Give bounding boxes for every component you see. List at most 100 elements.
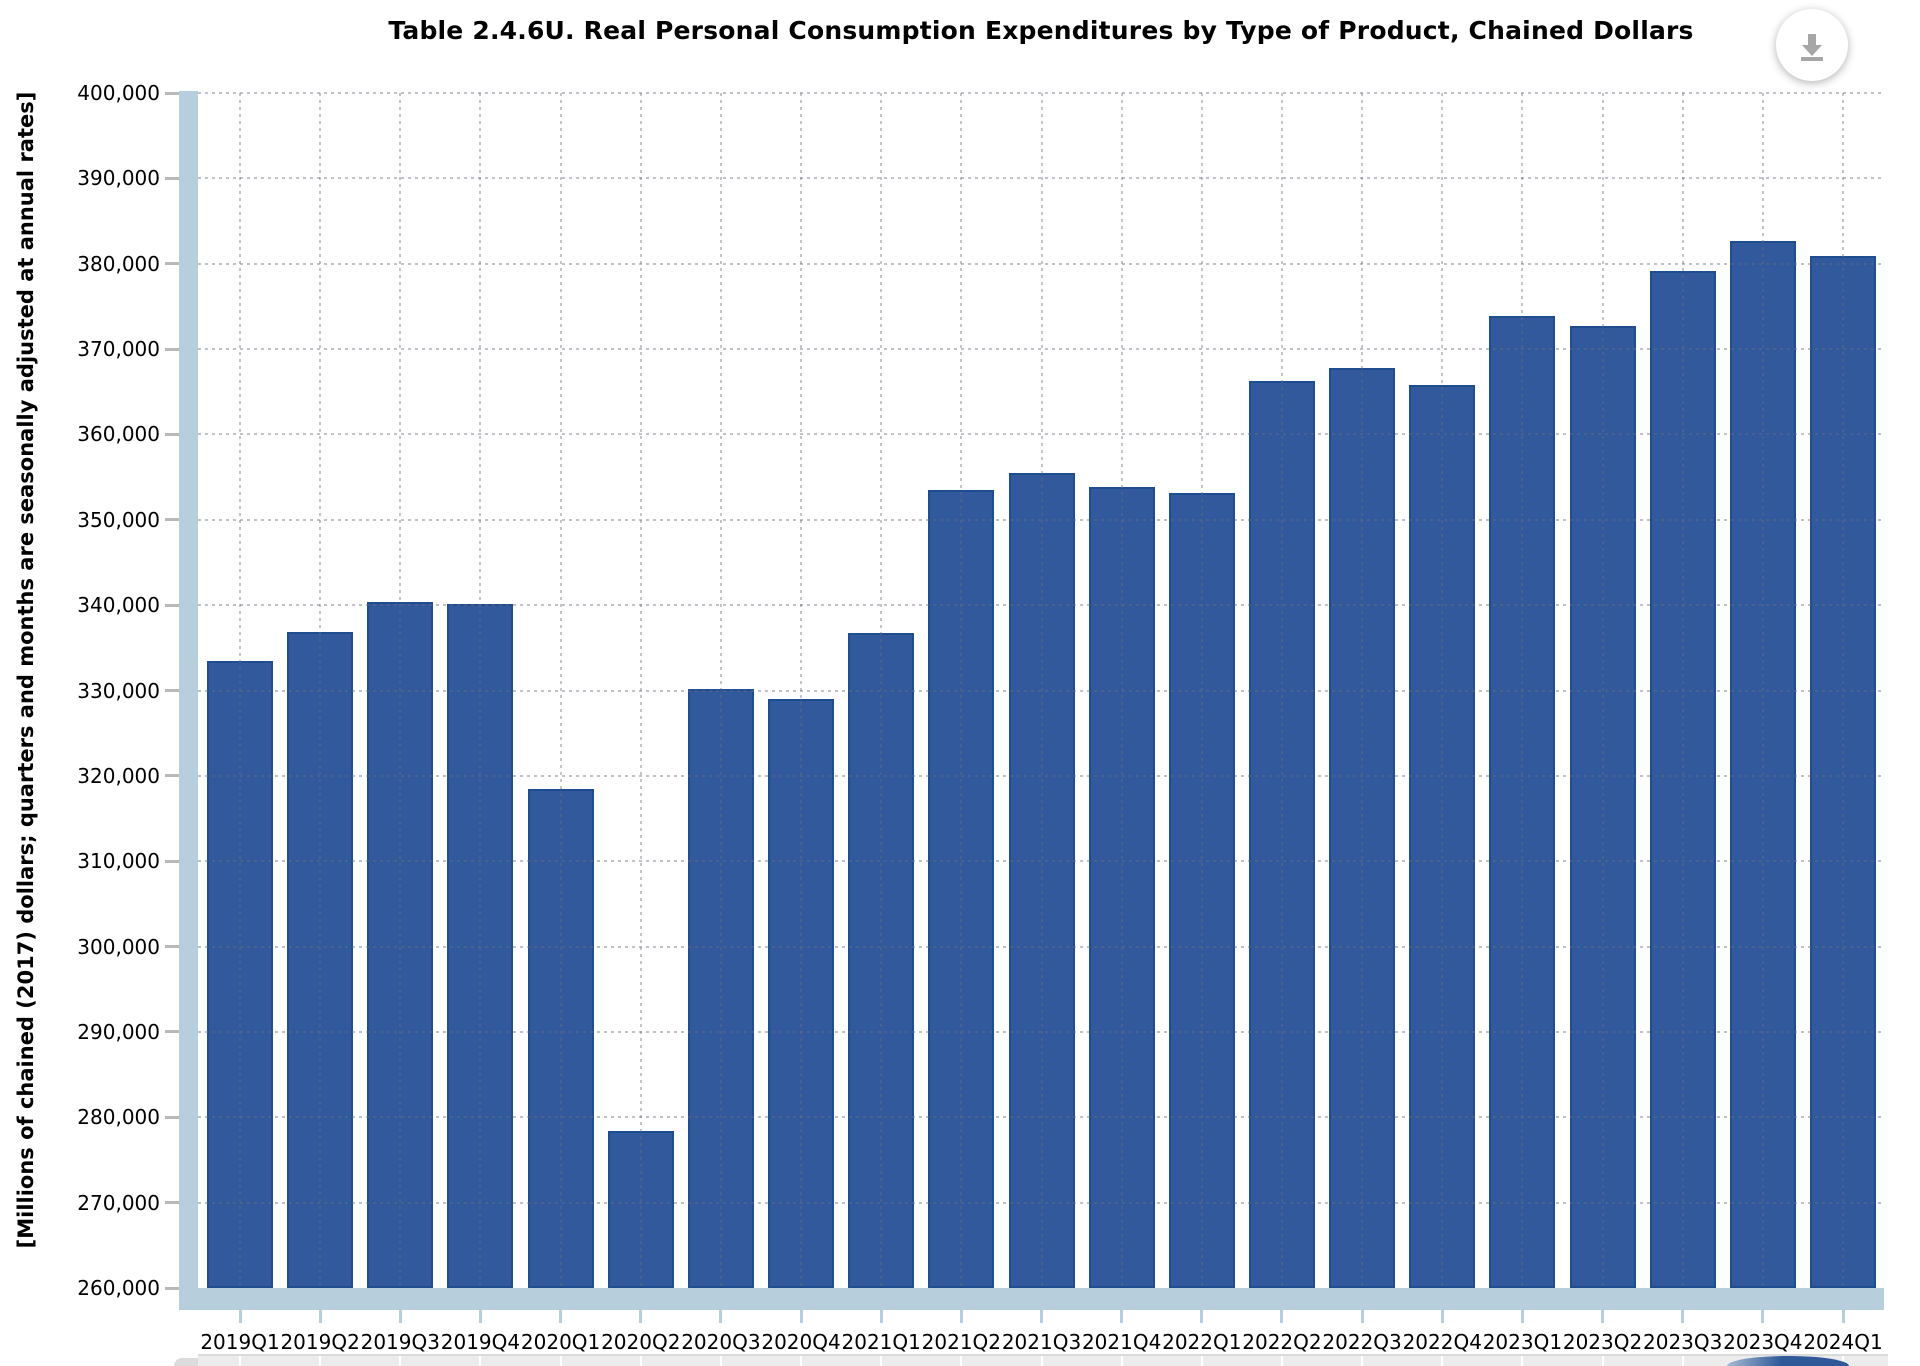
x-tick-mark: [1841, 1310, 1845, 1323]
x-tick-mark: [1601, 1310, 1605, 1323]
y-tick-label: 280,000: [77, 1105, 160, 1130]
x-tick-label-2022Q1: 2022Q1: [1162, 1330, 1242, 1354]
bar-2020Q4[interactable]: [768, 699, 835, 1288]
strip-divider: [1120, 1356, 1123, 1366]
x-tick-mark: [1520, 1310, 1524, 1323]
vertical-gridline: [1681, 93, 1684, 1288]
bar-2022Q2[interactable]: [1248, 380, 1315, 1288]
x-tick-mark: [398, 1310, 402, 1323]
download-chart-button[interactable]: [1776, 9, 1848, 81]
bar-2021Q2[interactable]: [928, 489, 995, 1288]
y-tick-mark: [165, 1030, 179, 1034]
bar-2021Q4[interactable]: [1088, 487, 1155, 1288]
bar-2023Q4[interactable]: [1729, 240, 1796, 1288]
horizontal-gridline: [198, 1116, 1884, 1119]
x-tick-label-2021Q2: 2021Q2: [921, 1330, 1002, 1354]
bar-2023Q2[interactable]: [1569, 326, 1636, 1288]
x-tick-label-2024Q1: 2024Q1: [1803, 1330, 1883, 1354]
x-tick-label-2020Q1: 2020Q1: [520, 1330, 601, 1354]
x-tick-mark: [1761, 1310, 1765, 1323]
horizontal-gridline: [198, 604, 1884, 607]
y-tick-label: 290,000: [77, 1019, 160, 1044]
bottom-scroll-strip[interactable]: [198, 1354, 1888, 1366]
x-tick-mark: [1120, 1310, 1124, 1323]
y-tick-mark: [165, 859, 179, 863]
bar-2023Q1[interactable]: [1489, 315, 1556, 1288]
y-tick-label: 350,000: [77, 507, 160, 532]
x-tick-mark: [238, 1310, 242, 1323]
vertical-gridline: [399, 93, 402, 1288]
x-tick-label-2019Q3: 2019Q3: [360, 1330, 440, 1354]
x-tick-mark: [1440, 1310, 1444, 1323]
x-tick-label-2020Q3: 2020Q3: [681, 1330, 761, 1354]
x-tick-mark: [1200, 1310, 1204, 1323]
strip-divider: [1601, 1356, 1604, 1366]
bar-2022Q3[interactable]: [1329, 367, 1396, 1288]
y-axis-accent-bar: [179, 91, 198, 1310]
y-tick-mark: [165, 518, 179, 522]
vertical-gridline: [639, 93, 642, 1288]
x-tick-label-2021Q3: 2021Q3: [1001, 1330, 1082, 1354]
y-tick-mark: [165, 347, 179, 351]
bar-2024Q1[interactable]: [1810, 256, 1876, 1288]
y-tick-mark: [165, 945, 179, 949]
x-tick-label-2019Q1: 2019Q1: [200, 1330, 280, 1354]
strip-divider: [239, 1356, 241, 1366]
bar-2019Q4[interactable]: [447, 604, 514, 1288]
x-tick-label-2023Q1: 2023Q1: [1482, 1330, 1563, 1354]
x-tick-label-2022Q3: 2022Q3: [1322, 1330, 1402, 1354]
y-tick-label: 320,000: [77, 763, 160, 788]
x-tick-label-2020Q2: 2020Q2: [601, 1330, 681, 1354]
bar-2022Q1[interactable]: [1168, 493, 1235, 1288]
strip-divider: [479, 1356, 482, 1366]
x-tick-mark: [559, 1310, 563, 1323]
x-tick-mark: [478, 1310, 482, 1323]
horizontal-gridline: [198, 92, 1884, 94]
vertical-gridline: [239, 93, 241, 1288]
bar-2019Q1[interactable]: [207, 660, 273, 1288]
x-tick-label-2020Q4: 2020Q4: [761, 1330, 841, 1354]
y-tick-label: 300,000: [77, 934, 160, 959]
horizontal-gridline: [198, 1201, 1884, 1204]
bar-2020Q2[interactable]: [607, 1130, 674, 1288]
y-tick-label: 260,000: [77, 1276, 160, 1300]
strip-divider: [800, 1356, 803, 1366]
download-icon: [1793, 26, 1831, 64]
y-tick-mark: [165, 1201, 179, 1205]
horizontal-gridline: [198, 774, 1884, 777]
x-axis-accent-band: [198, 1288, 1884, 1310]
bottom-strip-left-cap: [174, 1358, 198, 1366]
strip-divider: [1521, 1356, 1524, 1366]
bar-2021Q1[interactable]: [848, 633, 915, 1288]
bar-2022Q4[interactable]: [1409, 384, 1476, 1288]
bar-2019Q2[interactable]: [287, 632, 354, 1288]
horizontal-gridline: [198, 1030, 1884, 1033]
y-tick-mark: [165, 1115, 179, 1119]
y-tick-label: 370,000: [77, 337, 160, 362]
horizontal-gridline: [198, 689, 1884, 692]
bar-2021Q3[interactable]: [1008, 472, 1075, 1288]
bar-2020Q1[interactable]: [527, 788, 594, 1288]
y-tick-label: 400,000: [77, 81, 160, 105]
strip-divider: [1200, 1356, 1203, 1366]
x-tick-mark: [318, 1310, 322, 1323]
vertical-gridline: [559, 93, 562, 1288]
bar-2019Q3[interactable]: [367, 601, 434, 1288]
vertical-gridline: [1441, 93, 1444, 1288]
bar-2020Q3[interactable]: [687, 688, 754, 1288]
x-tick-label-2023Q2: 2023Q2: [1562, 1330, 1643, 1354]
x-tick-label-2021Q1: 2021Q1: [841, 1330, 921, 1354]
chart-title: Table 2.4.6U. Real Personal Consumption …: [388, 16, 1694, 45]
x-tick-label-2019Q4: 2019Q4: [440, 1330, 521, 1354]
bottom-strip-blue-element[interactable]: [1727, 1356, 1849, 1366]
bar-2023Q3[interactable]: [1649, 271, 1716, 1288]
y-tick-label: 360,000: [77, 422, 160, 447]
vertical-gridline: [1200, 93, 1203, 1288]
vertical-gridline: [319, 93, 322, 1288]
y-tick-label: 310,000: [77, 849, 160, 874]
vertical-gridline: [1842, 93, 1844, 1288]
x-tick-mark: [879, 1310, 883, 1323]
vertical-gridline: [1120, 93, 1123, 1288]
x-tick-mark: [799, 1310, 803, 1323]
x-tick-mark: [959, 1310, 963, 1323]
